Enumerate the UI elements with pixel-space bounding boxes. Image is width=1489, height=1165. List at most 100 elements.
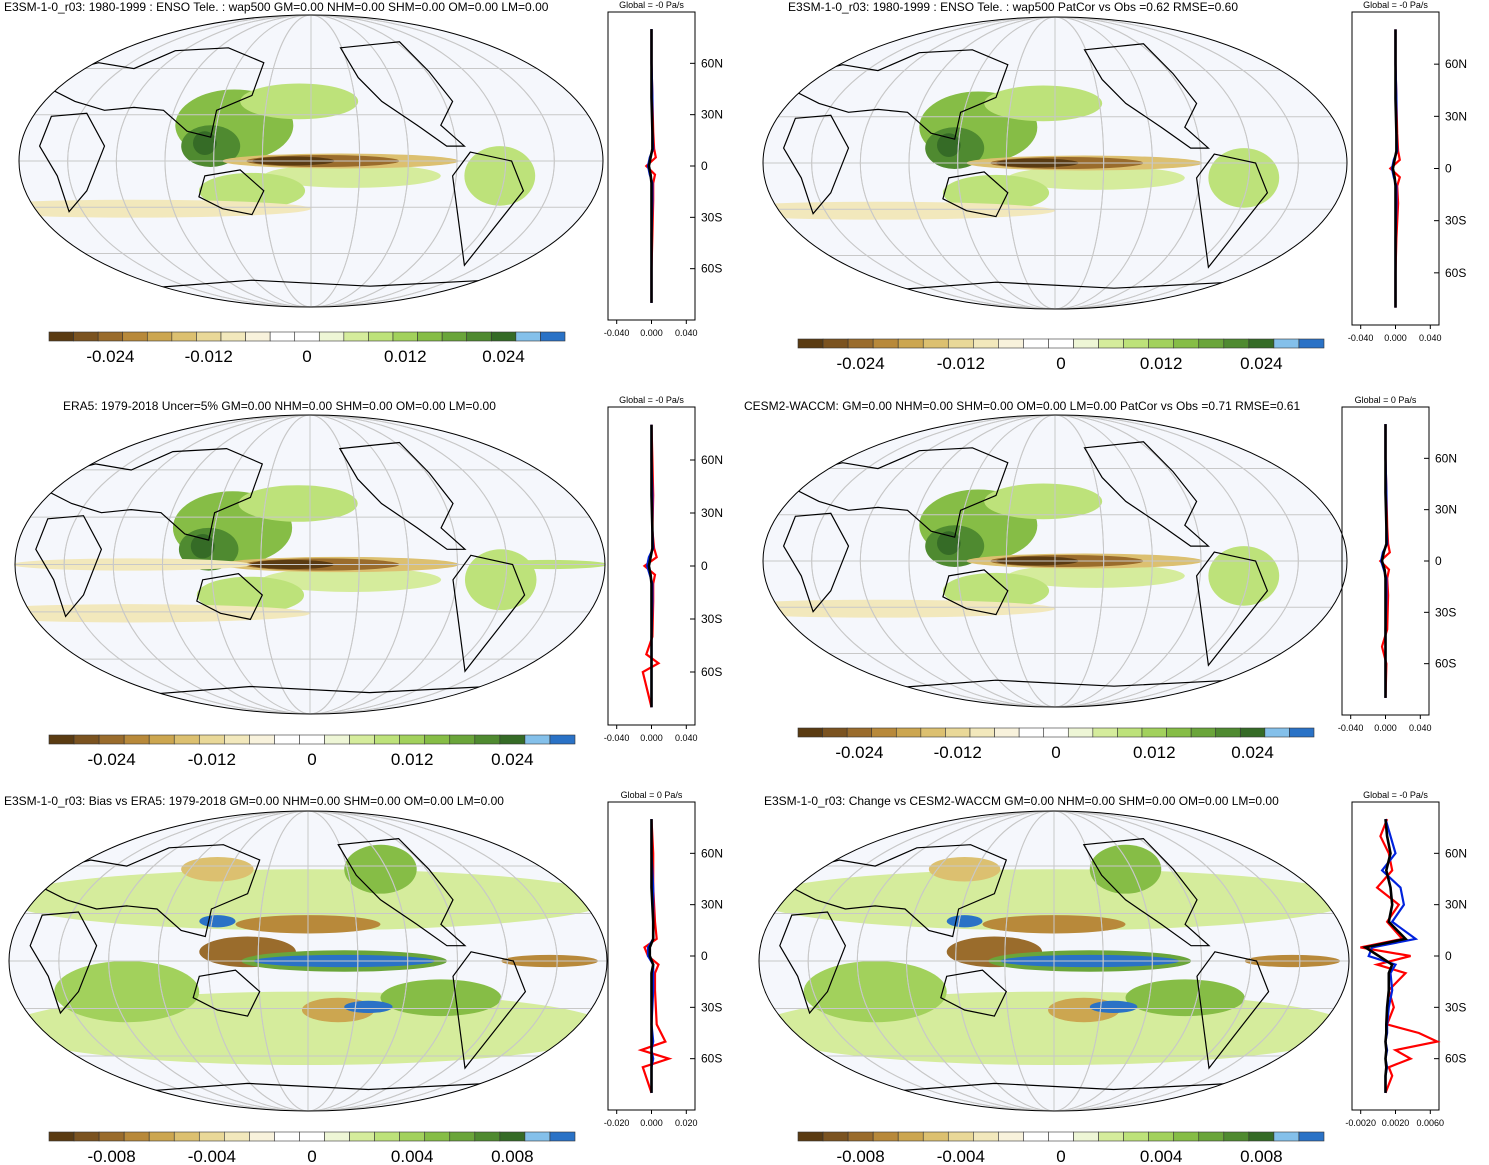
continent-outline — [452, 554, 526, 673]
field-positive — [984, 85, 1103, 122]
colorbar: -0.008 -0.004 0 0.004 0.008 — [48, 1131, 576, 1165]
panel-title: E3SM-1-0_r03: Change vs CESM2-WACCM GM=0… — [764, 794, 1279, 808]
colorbar-swatch — [1198, 338, 1225, 349]
colorbar-swatch — [1223, 1131, 1250, 1142]
meridian-line — [213, 15, 409, 307]
continent-outline — [940, 969, 1008, 1017]
meridian-line — [207, 811, 409, 1111]
colorbar-swatch — [245, 331, 271, 342]
colorbar-label: -0.024 — [88, 750, 136, 769]
x-tick-label: 0.0060 — [1417, 1118, 1445, 1128]
meridian-line — [164, 15, 458, 307]
colorbar-swatch — [922, 338, 949, 349]
colorbar-swatch — [73, 1131, 100, 1142]
x-tick-label: 0.020 — [675, 1118, 698, 1128]
zonal-mean-black-line — [647, 29, 654, 303]
panel-title: ERA5: 1979-2018 Uncer=5% GM=0.00 NHM=0.0… — [63, 399, 496, 413]
colorbar: -0.024 -0.012 0 0.012 0.024 — [48, 331, 566, 366]
colorbar-label: -0.012 — [185, 347, 233, 366]
lat-tick-label: 60S — [701, 262, 722, 276]
lat-tick-label: 30S — [701, 612, 722, 626]
colorbar-swatch — [1166, 727, 1192, 738]
colorbar-swatch — [474, 734, 501, 745]
colorbar-swatch — [173, 734, 200, 745]
colorbar-swatch — [499, 734, 526, 745]
meridian-line — [905, 811, 1203, 1111]
colorbar-swatch — [1043, 727, 1069, 738]
colorbar-swatch — [274, 734, 300, 745]
colorbar-swatch — [123, 1131, 150, 1142]
colorbar-swatch — [48, 1131, 75, 1142]
x-tick-label: 0.000 — [1374, 723, 1397, 733]
global-mean-label: Global = 0 Pa/s — [1355, 395, 1417, 405]
continent-outline — [338, 441, 467, 550]
colorbar-swatch — [146, 331, 173, 342]
map-border — [762, 414, 1348, 708]
x-tick-label: 0.040 — [675, 328, 698, 338]
field-negative — [19, 199, 311, 218]
field-negative — [928, 856, 1001, 882]
colorbar-swatch — [1018, 727, 1045, 738]
colorbar-swatch — [343, 331, 369, 342]
colorbar-label: -0.024 — [835, 743, 883, 762]
continent-outline — [44, 47, 265, 138]
lat-tick-label: 60N — [701, 453, 723, 467]
colorbar-label: 0.012 — [384, 347, 427, 366]
colorbar-label: 0.008 — [1240, 1147, 1283, 1165]
colorbar-swatch — [399, 734, 426, 745]
lat-tick-label: 60N — [1445, 57, 1467, 71]
colorbar-label: -0.024 — [837, 354, 885, 373]
continent-outline — [779, 911, 847, 1015]
zonal-mean-plot: Global = -0 Pa/s 60N 30N 0 30S 60S -0.040 0.000… — [604, 0, 723, 338]
lat-tick-label: 30S — [1445, 1000, 1466, 1014]
robinson-map — [762, 414, 1348, 708]
panel-title: E3SM-1-0_r03: Bias vs ERA5: 1979-2018 GM… — [4, 794, 504, 808]
map-border — [14, 414, 606, 715]
meridian-line — [859, 17, 1251, 309]
colorbar-swatch — [524, 1131, 551, 1142]
panel-e3sm-model: E3SM-1-0_r03: 1980-1999 : ENSO Tele. : w… — [0, 0, 745, 385]
colorbar-swatch — [549, 734, 576, 745]
continent-outline — [1082, 837, 1211, 947]
colorbar-swatch — [1048, 1131, 1074, 1142]
zonal-mean-plot: Global = -0 Pa/s 60N 30N 0 30S 60S -0.0020 0.00… — [1345, 790, 1467, 1128]
continent-outline — [1195, 551, 1269, 667]
colorbar-swatch — [123, 734, 150, 745]
field-strong-positive — [199, 915, 236, 928]
lat-tick-label: 30N — [1445, 109, 1467, 123]
x-tick-label: -0.040 — [1348, 333, 1374, 343]
zonal-mean-plot: Global = 0 Pa/s 60N 30N 0 30S 60S -0.040 0.000 0… — [1338, 395, 1457, 733]
colorbar-swatch — [48, 734, 75, 745]
zonal-mean-plot: Global = 0 Pa/s 60N 30N 0 30S 60S -0.020 0.000 0… — [604, 790, 723, 1128]
field-positive — [240, 83, 359, 120]
colorbar-label: 0.012 — [1133, 743, 1176, 762]
colorbar-swatch — [171, 331, 197, 342]
robinson-map — [18, 14, 604, 308]
continent-outline — [38, 112, 106, 213]
colorbar-swatch — [945, 727, 971, 738]
colorbar-label: -0.012 — [937, 354, 985, 373]
colorbar-swatch — [822, 1131, 849, 1142]
lat-tick-label: 60S — [1445, 1052, 1466, 1066]
lat-tick-label: 30N — [701, 506, 723, 520]
meridian-line — [63, 415, 557, 714]
meridian-line — [957, 17, 1153, 309]
lat-tick-label: 30S — [1445, 214, 1466, 228]
meridian-line — [957, 415, 1153, 707]
colorbar-swatch — [1173, 338, 1200, 349]
panel-era5: ERA5: 1979-2018 Uncer=5% GM=0.00 NHM=0.0… — [0, 395, 745, 780]
continent-outline — [1083, 43, 1210, 149]
colorbar-swatch — [1215, 727, 1241, 738]
continent-outline — [782, 114, 850, 215]
panel-title: CESM2-WACCM: GM=0.00 NHM=0.00 SHM=0.00 O… — [744, 399, 1301, 413]
colorbar-swatch — [515, 331, 541, 342]
field-positive — [198, 172, 306, 209]
lat-tick-label: 30N — [1435, 503, 1457, 517]
map-border — [18, 14, 604, 308]
colorbar-swatch — [249, 1131, 275, 1142]
field-positive — [54, 961, 200, 1023]
continent-outline — [192, 969, 261, 1017]
colorbar: -0.024 -0.012 0 0.012 0.024 — [797, 338, 1325, 373]
colorbar-swatch — [399, 1131, 426, 1142]
colorbar-swatch — [973, 338, 999, 349]
